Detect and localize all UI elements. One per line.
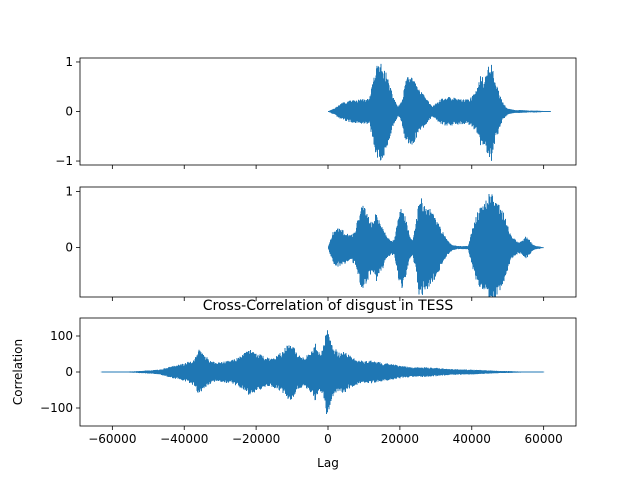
top-x-ticks bbox=[111, 165, 545, 169]
top-y-ticks: −1 0 1 bbox=[55, 55, 80, 168]
y-tick-label: 0 bbox=[65, 241, 73, 255]
bottom-y-ticks: −100 0 100 bbox=[40, 329, 80, 415]
x-tick-label: −60000 bbox=[88, 432, 136, 446]
bottom-y-axis-label: Correlation bbox=[11, 339, 25, 405]
x-tick-label: 20000 bbox=[381, 432, 419, 446]
middle-waveform-series bbox=[328, 193, 544, 297]
x-tick-label: 40000 bbox=[453, 432, 491, 446]
middle-y-ticks: 01 bbox=[65, 184, 80, 255]
bottom-x-ticks: −60000 −40000 −20000 0 20000 40000 60000 bbox=[88, 426, 563, 446]
y-tick-label: −1 bbox=[55, 154, 73, 168]
y-tick-label: 0 bbox=[65, 365, 73, 379]
y-tick-label: 1 bbox=[65, 184, 73, 198]
panel-bottom: −100 0 100 −60000 −40000 −20000 0 20000 40000 60… bbox=[11, 298, 577, 470]
cross-correlation-series bbox=[100, 330, 545, 414]
y-tick-label: 100 bbox=[50, 329, 73, 343]
bottom-x-axis-label: Lag bbox=[317, 456, 339, 470]
top-waveform-series bbox=[328, 63, 551, 161]
x-tick-label: 0 bbox=[324, 432, 332, 446]
x-tick-label: −40000 bbox=[160, 432, 208, 446]
y-tick-label: −100 bbox=[40, 401, 73, 415]
middle-x-ticks bbox=[111, 297, 545, 301]
x-tick-label: 60000 bbox=[525, 432, 563, 446]
y-tick-label: 1 bbox=[65, 55, 73, 69]
panel-top: −1 0 1 bbox=[55, 55, 577, 169]
panel-middle: 01 bbox=[65, 184, 577, 301]
x-tick-label: −20000 bbox=[232, 432, 280, 446]
y-tick-label: 0 bbox=[65, 105, 73, 119]
bottom-chart-title: Cross-Correlation of disgust in TESS bbox=[203, 298, 454, 314]
